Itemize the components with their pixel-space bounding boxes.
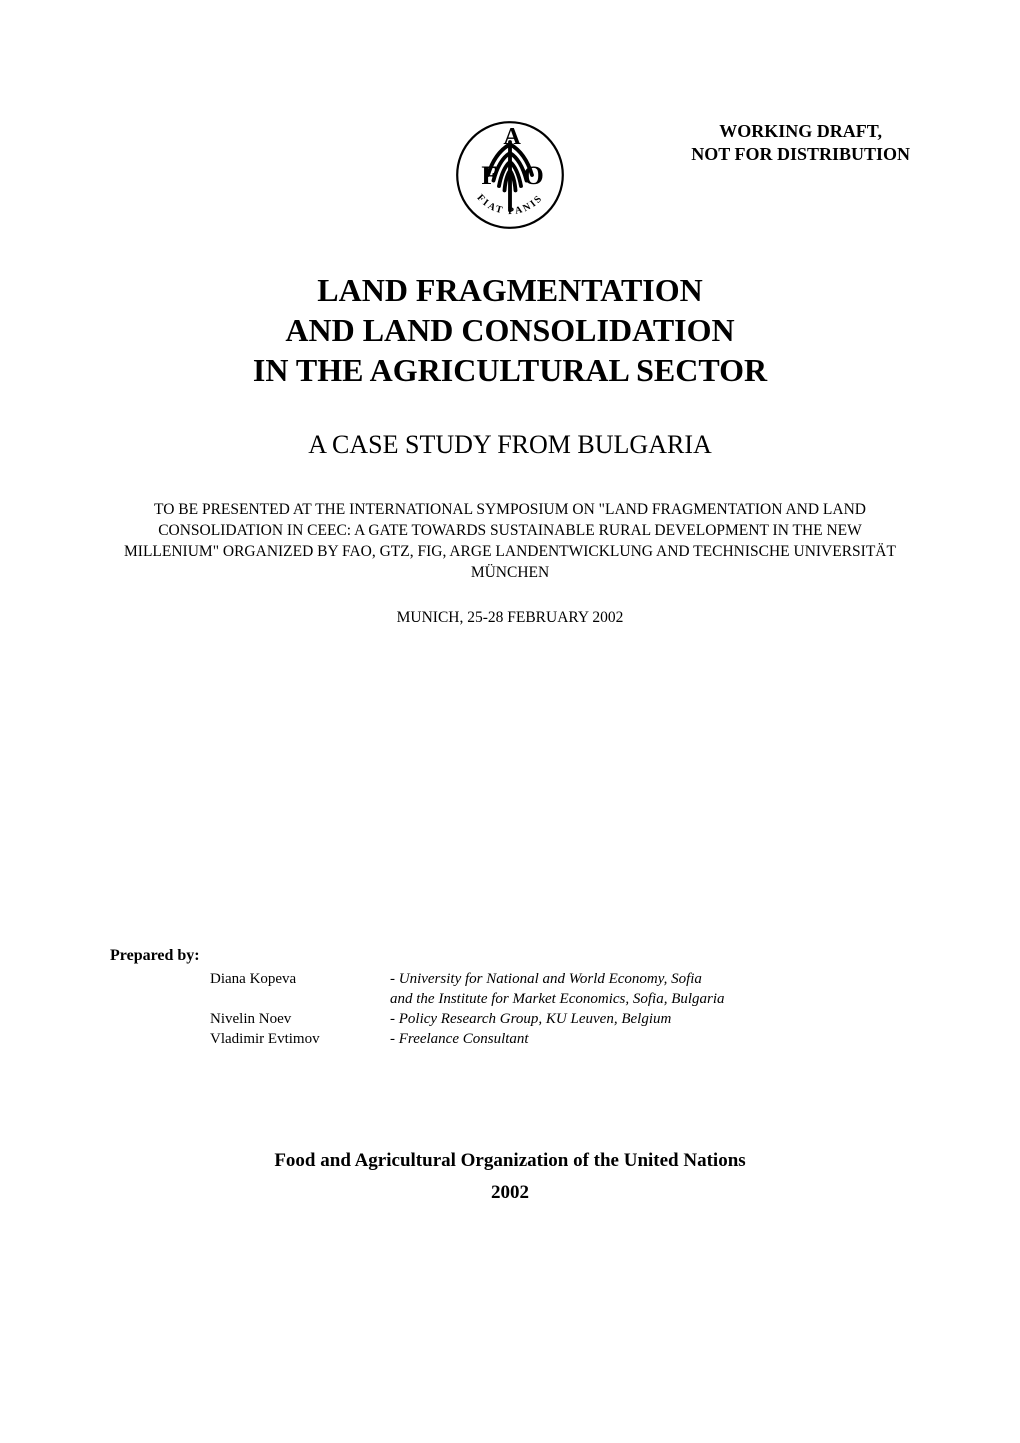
title-line-1: LAND FRAGMENTATION xyxy=(110,270,910,310)
author-row: Vladimir Evtimov - Freelance Consultant xyxy=(110,1029,910,1049)
logo-letter-a: A xyxy=(503,123,521,150)
author-row: Nivelin Noev - Policy Research Group, KU… xyxy=(110,1009,910,1029)
draft-line-2: NOT FOR DISTRIBUTION xyxy=(691,143,910,166)
prepared-by-label: Prepared by: xyxy=(110,947,910,965)
author-name xyxy=(210,989,390,1009)
event-location: MUNICH, 25-28 FEBRUARY 2002 xyxy=(110,609,910,627)
author-affiliation: - Freelance Consultant xyxy=(390,1029,529,1049)
logo-letter-f: F xyxy=(481,160,497,190)
author-name: Diana Kopeva xyxy=(210,969,390,989)
logo-letter-o: O xyxy=(523,160,544,190)
author-row: Diana Kopeva - University for National a… xyxy=(110,969,910,989)
organization-name: Food and Agricultural Organization of th… xyxy=(110,1150,910,1172)
fao-logo: F A O FIAT PANIS xyxy=(455,120,565,230)
page-title: LAND FRAGMENTATION AND LAND CONSOLIDATIO… xyxy=(110,270,910,390)
header-row: F A O FIAT PANIS WORKING DRAFT, NOT FOR … xyxy=(110,120,910,230)
author-affiliation: - University for National and World Econ… xyxy=(390,969,702,989)
subtitle: A CASE STUDY FROM BULGARIA xyxy=(110,430,910,460)
author-name: Vladimir Evtimov xyxy=(210,1029,390,1049)
draft-notice: WORKING DRAFT, NOT FOR DISTRIBUTION xyxy=(691,120,910,165)
title-line-3: IN THE AGRICULTURAL SECTOR xyxy=(110,350,910,390)
publication-year: 2002 xyxy=(110,1182,910,1204)
authors-section: Prepared by: Diana Kopeva - University f… xyxy=(110,947,910,1050)
author-row: and the Institute for Market Economics, … xyxy=(110,989,910,1009)
footer: Food and Agricultural Organization of th… xyxy=(110,1150,910,1204)
title-line-2: AND LAND CONSOLIDATION xyxy=(110,310,910,350)
author-affiliation: - Policy Research Group, KU Leuven, Belg… xyxy=(390,1009,671,1029)
presentation-info: TO BE PRESENTED AT THE INTERNATIONAL SYM… xyxy=(110,500,910,584)
author-name: Nivelin Noev xyxy=(210,1009,390,1029)
draft-line-1: WORKING DRAFT, xyxy=(691,120,910,143)
fao-logo-icon: F A O FIAT PANIS xyxy=(455,120,565,230)
author-affiliation: and the Institute for Market Economics, … xyxy=(390,989,725,1009)
